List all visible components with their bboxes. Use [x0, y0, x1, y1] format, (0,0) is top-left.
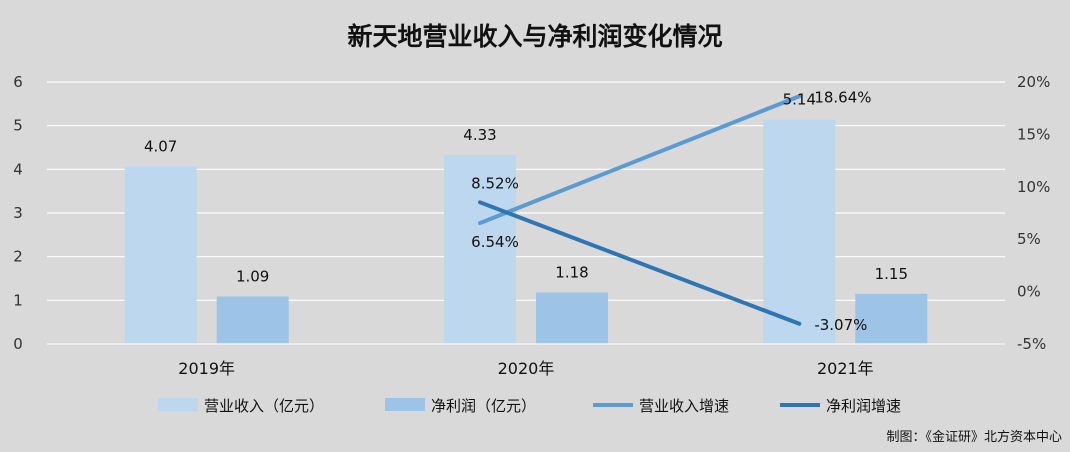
bar-data-label: 4.33	[463, 126, 496, 144]
left-tick-label: 3	[13, 204, 23, 222]
lines-layer	[478, 94, 802, 326]
left-tick-label: 2	[13, 248, 23, 266]
legend-swatch	[158, 398, 198, 411]
bars-layer	[124, 119, 928, 344]
right-tick-label: 5%	[1017, 230, 1041, 248]
series-line	[478, 200, 802, 326]
left-tick-label: 1	[13, 291, 23, 309]
bar-data-label: 1.15	[875, 265, 908, 283]
line-data-label: 6.54%	[471, 233, 519, 251]
left-tick-label: 0	[13, 335, 23, 353]
bar	[124, 166, 197, 344]
right-tick-label: -5%	[1017, 335, 1046, 353]
right-tick-label: 15%	[1017, 125, 1050, 143]
legend-label: 营业收入（亿元）	[204, 397, 324, 415]
legend-label: 净利润（亿元）	[431, 397, 536, 415]
bar-data-label: 1.18	[555, 263, 588, 281]
bar	[763, 119, 836, 344]
legend-swatch	[385, 398, 425, 411]
legend-label: 营业收入增速	[639, 397, 729, 415]
left-tick-label: 4	[13, 160, 23, 178]
right-tick-label: 20%	[1017, 73, 1050, 91]
line-data-label: 18.64%	[814, 88, 871, 106]
bar	[855, 293, 928, 344]
left-axis: 0 1 2 3 4 5 6	[13, 73, 23, 353]
bar-data-label: 1.09	[236, 267, 269, 285]
bar	[444, 154, 516, 344]
category-label: 2021年	[817, 359, 874, 378]
bar-data-label: 4.07	[144, 137, 177, 155]
category-label: 2020年	[498, 359, 555, 378]
grid-layer	[47, 81, 1005, 301]
bar-data-label: 5.14	[783, 91, 816, 109]
source-note: 制图：《金证研》北方资本中心	[886, 429, 1062, 445]
bar	[536, 292, 608, 344]
right-axis: -5% 0% 5% 10% 15% 20%	[1017, 73, 1050, 353]
legend-label: 净利润增速	[826, 397, 901, 415]
series-line	[478, 94, 802, 226]
line-data-label: -3.07%	[814, 316, 867, 334]
labels-layer: 4.07 4.33 5.14 1.09 1.18 1.15 6.54% 18.64% 8.52%…	[144, 88, 908, 334]
chart-title: 新天地营业收入与净利润变化情况	[347, 22, 722, 51]
line-data-label: 8.52%	[471, 174, 519, 192]
legend: 营业收入（亿元） 净利润（亿元） 营业收入增速 净利润增速	[158, 397, 901, 415]
category-label: 2019年	[178, 359, 235, 378]
right-tick-label: 0%	[1017, 283, 1041, 301]
x-axis: 2019年 2020年 2021年	[47, 343, 1005, 378]
bar	[216, 296, 289, 344]
left-tick-label: 6	[13, 73, 23, 91]
right-tick-label: 10%	[1017, 178, 1050, 196]
left-tick-label: 5	[13, 117, 23, 135]
